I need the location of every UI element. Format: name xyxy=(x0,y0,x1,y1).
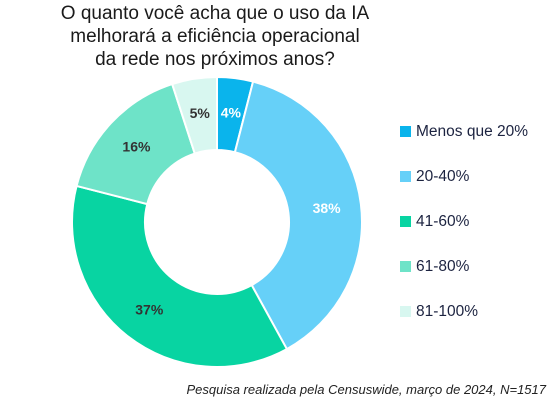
slice-label: 37% xyxy=(135,301,164,317)
slice-label: 16% xyxy=(122,138,151,154)
legend-swatch xyxy=(400,261,411,272)
chart-legend: Menos que 20% 20-40% 41-60% 61-80% 81-10… xyxy=(400,120,528,345)
legend-label: 81-100% xyxy=(416,302,479,320)
legend-item: Menos que 20% xyxy=(400,120,528,143)
legend-label: 20-40% xyxy=(416,167,470,185)
donut-slice xyxy=(71,184,289,368)
slice-label: 38% xyxy=(313,200,342,216)
legend-item: 61-80% xyxy=(400,255,528,278)
chart-title-line: O quanto você acha que o uso da IA xyxy=(60,3,370,24)
legend-swatch xyxy=(400,216,411,227)
source-footnote: Pesquisa realizada pela Censuswide, març… xyxy=(186,382,546,397)
chart-title-line: da rede nos próximos anos? xyxy=(95,49,335,70)
legend-label: Menos que 20% xyxy=(416,122,529,140)
legend-swatch xyxy=(400,306,411,317)
chart-title-line: melhorará a eficiência operacional xyxy=(70,26,360,47)
legend-item: 20-40% xyxy=(400,165,528,188)
legend-item: 81-100% xyxy=(400,300,528,323)
legend-label: 61-80% xyxy=(416,257,470,275)
legend-swatch xyxy=(400,126,411,137)
legend-label: 41-60% xyxy=(416,212,470,230)
legend-swatch xyxy=(400,171,411,182)
legend-item: 41-60% xyxy=(400,210,528,233)
slice-label: 5% xyxy=(190,105,211,121)
slice-label: 4% xyxy=(221,104,242,120)
donut-slice xyxy=(170,75,218,155)
chart-title: O quanto você acha que o uso da IA melho… xyxy=(20,2,410,71)
donut-slice xyxy=(233,80,363,351)
